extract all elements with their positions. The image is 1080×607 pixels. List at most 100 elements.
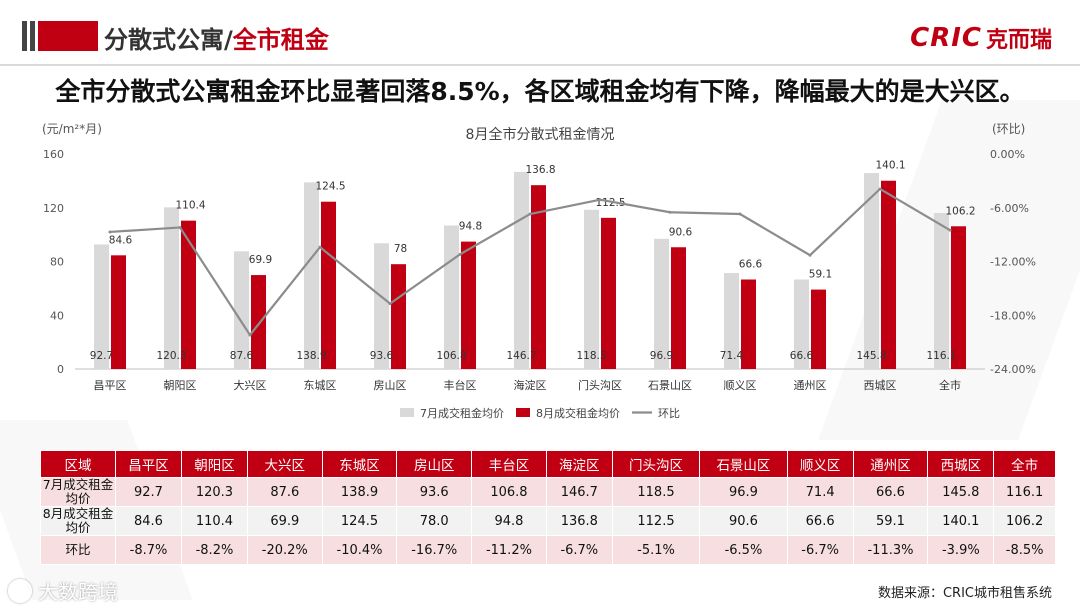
line-point — [808, 253, 812, 257]
y2-tick-label: -12.00% — [990, 256, 1036, 269]
bar-july — [794, 279, 809, 369]
line-point — [878, 187, 882, 191]
bar-august — [531, 185, 546, 369]
bar-july — [934, 212, 949, 369]
table-header-cell: 石景山区 — [699, 450, 788, 478]
data-label-july: 146.7 — [506, 350, 536, 362]
bar-august — [391, 264, 406, 369]
bar-july — [654, 238, 669, 369]
table-header-cell: 朝阳区 — [180, 450, 248, 478]
data-label-august: 59.1 — [809, 269, 832, 281]
table-cell: 106.2 — [993, 506, 1056, 536]
bar-july — [234, 251, 249, 369]
data-label-august: 140.1 — [875, 160, 905, 172]
data-label-july: 93.6 — [370, 350, 394, 362]
table-cell: 136.8 — [545, 506, 613, 536]
line-point — [668, 210, 672, 214]
data-label-july: 118.5 — [576, 350, 606, 362]
table-header-cell: 西城区 — [927, 450, 995, 478]
table-cell: 94.8 — [471, 506, 547, 536]
bar-july — [444, 225, 459, 369]
table-row-label: 7月成交租金均价 — [40, 477, 116, 507]
bar-august — [951, 226, 966, 369]
table-cell: 145.8 — [927, 477, 995, 507]
table-header-cell: 房山区 — [396, 450, 473, 478]
x-tick-label: 大兴区 — [234, 378, 267, 392]
y2-tick-label: -18.00% — [990, 309, 1036, 322]
line-point — [738, 212, 742, 216]
y2-tick-label: -6.00% — [990, 202, 1029, 215]
data-label-july: 96.9 — [650, 350, 673, 362]
table-header-cell: 全市 — [993, 450, 1056, 478]
x-tick-label: 门头沟区 — [578, 378, 622, 392]
line-point — [598, 198, 602, 202]
table-cell: 78.0 — [396, 506, 473, 536]
table-cell: 71.4 — [786, 477, 854, 507]
table-header-cell: 大兴区 — [246, 450, 323, 478]
bar-august — [601, 217, 616, 369]
page-title: 分散式公寓/全市租金 — [104, 20, 329, 55]
data-table: 区域 昌平区 朝阳区 大兴区 东城区 房山区 丰台区 海淀区 门头沟区 石景山区 顺义区 通州区 西城区… — [40, 450, 1056, 565]
line-point — [528, 212, 532, 216]
table-row-label: 8月成交租金均价 — [40, 506, 116, 536]
bar-august — [321, 201, 336, 369]
table-cell: 90.6 — [699, 506, 788, 536]
logo-cn: 克而瑞 — [985, 28, 1052, 53]
table-header-cell: 顺义区 — [786, 450, 854, 478]
table-cell: 66.6 — [786, 506, 854, 536]
x-tick-label: 海淀区 — [514, 378, 547, 392]
table-cell: -6.7% — [786, 535, 854, 565]
table-cell: -3.9% — [927, 535, 995, 565]
table-cell: -8.2% — [180, 535, 248, 565]
data-label-july: 138.9 — [296, 350, 326, 362]
bar-july — [724, 273, 739, 369]
table-cell: -6.7% — [545, 535, 613, 565]
table-row: 8月成交租金均价 84.6 110.4 69.9 124.5 78.0 94.8 136.8 1… — [40, 506, 1056, 536]
bar-july — [864, 173, 879, 369]
data-label-august: 69.9 — [249, 254, 272, 266]
data-label-july: 145.8 — [856, 350, 886, 362]
legend-label: 7月成交租金均价 — [420, 406, 504, 420]
header-accent-bars — [22, 21, 98, 51]
data-label-july: 92.7 — [90, 350, 113, 362]
y-axis-unit: (元/m²*月) — [42, 122, 102, 136]
line-point — [458, 252, 462, 256]
table-cell: 87.6 — [246, 477, 323, 507]
table-cell: 112.5 — [611, 506, 701, 536]
page-title-prefix: 分散式公寓/ — [104, 26, 233, 54]
line-point — [248, 333, 252, 337]
x-tick-label: 丰台区 — [444, 378, 477, 392]
line-point — [178, 225, 182, 229]
logo-brand: CRIC — [910, 23, 982, 53]
bar-august — [671, 247, 686, 369]
data-label-august: 78 — [394, 243, 407, 255]
data-label-july: 71.4 — [720, 350, 744, 362]
table-header-cell: 门头沟区 — [611, 450, 701, 478]
table-cell: -11.2% — [471, 535, 547, 565]
bar-july — [584, 209, 599, 369]
headline: 全市分散式公寓租金环比显著回落8.5%，各区域租金均有下降，降幅最大的是大兴区。 — [55, 77, 1025, 106]
bar-august — [181, 220, 196, 369]
data-label-august: 110.4 — [175, 200, 205, 212]
table-cell: -16.7% — [396, 535, 473, 565]
table-cell: 146.7 — [545, 477, 613, 507]
bar-august — [251, 275, 266, 369]
data-label-august: 94.8 — [459, 221, 482, 233]
data-label-august: 106.2 — [945, 205, 975, 217]
table-row: 环比 -8.7% -8.2% -20.2% -10.4% -16.7% -11.2% -6.7… — [40, 535, 1056, 565]
table-cell: -8.7% — [115, 535, 182, 565]
x-tick-label: 朝阳区 — [164, 379, 197, 392]
table-header-label: 区域 — [40, 450, 116, 478]
data-label-july: 87.6 — [230, 350, 254, 362]
table-cell: 59.1 — [852, 506, 929, 536]
cric-logo: CRIC 克而瑞 — [910, 22, 1052, 54]
data-label-august: 136.8 — [525, 164, 555, 176]
x-tick-label: 石景山区 — [648, 379, 692, 392]
bar-july — [164, 207, 179, 369]
table-cell: -10.4% — [321, 535, 398, 565]
line-point — [388, 302, 392, 306]
y2-tick-label: 0.00% — [990, 148, 1025, 161]
table-cell: 124.5 — [321, 506, 398, 536]
table-cell: 118.5 — [611, 477, 701, 507]
data-label-july: 106.8 — [436, 350, 466, 362]
